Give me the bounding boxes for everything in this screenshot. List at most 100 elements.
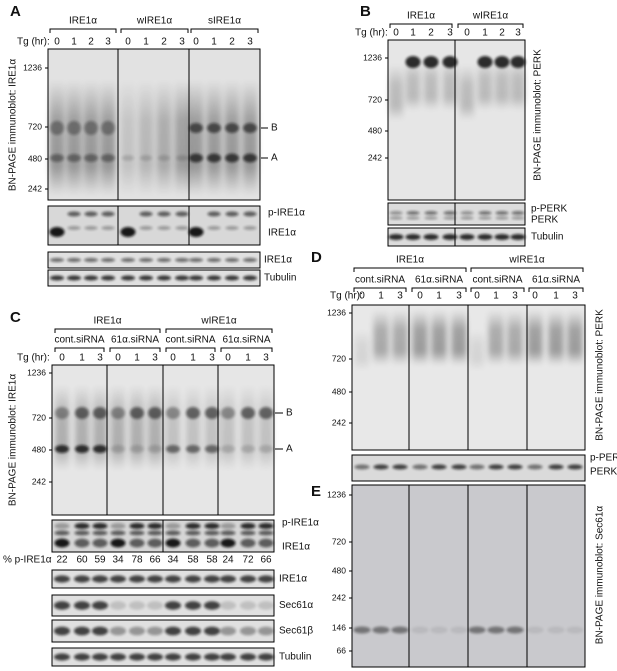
band xyxy=(50,154,64,162)
band xyxy=(92,575,108,583)
band xyxy=(74,626,90,636)
band xyxy=(188,227,204,237)
band xyxy=(84,275,98,281)
smear xyxy=(205,385,219,470)
band xyxy=(84,121,98,135)
lane-label: 3 xyxy=(572,291,578,302)
band xyxy=(165,653,181,661)
band xyxy=(431,464,447,470)
smear xyxy=(138,80,154,195)
lane-label: 0 xyxy=(225,353,231,364)
band xyxy=(110,601,126,610)
band xyxy=(392,464,408,470)
subgroup-label: 61α.siRNA xyxy=(222,335,270,346)
lane-label: 1 xyxy=(493,291,499,302)
band xyxy=(129,523,145,529)
band xyxy=(488,464,504,470)
subgroup-label: 61α.siRNA xyxy=(532,275,580,286)
smear xyxy=(188,80,204,195)
band xyxy=(451,464,467,470)
bracket xyxy=(470,267,584,272)
band xyxy=(566,626,584,634)
band xyxy=(50,121,64,135)
smear xyxy=(241,385,255,470)
bracket xyxy=(528,287,584,292)
smear xyxy=(49,80,65,195)
band xyxy=(469,464,485,470)
band xyxy=(389,211,403,215)
group-label: wIRE1α xyxy=(136,16,172,27)
band xyxy=(148,445,162,453)
marker-label: 242 xyxy=(332,592,346,602)
smear xyxy=(431,310,447,365)
band xyxy=(101,154,115,162)
band xyxy=(186,407,200,419)
band xyxy=(55,407,69,419)
band xyxy=(165,530,181,536)
blot xyxy=(351,454,586,482)
blot-label: p-PERK xyxy=(590,453,617,464)
group-label: sIRE1α xyxy=(208,16,241,27)
band xyxy=(157,275,171,281)
bracket xyxy=(165,328,273,333)
band xyxy=(225,153,239,163)
bracket xyxy=(109,347,161,352)
band xyxy=(258,523,274,529)
marker-label: 720 xyxy=(32,412,46,422)
band xyxy=(478,211,492,215)
band xyxy=(75,407,89,419)
pct-value: 34 xyxy=(167,555,179,566)
band xyxy=(240,626,256,636)
band xyxy=(240,653,256,661)
smear xyxy=(148,385,162,470)
band xyxy=(220,523,236,529)
blot-label: p-IRE1α xyxy=(282,518,319,529)
lane-label: 2 xyxy=(229,37,235,48)
band xyxy=(67,226,81,230)
band xyxy=(241,407,255,419)
band xyxy=(92,653,108,661)
lane-label: 1 xyxy=(410,28,416,39)
band xyxy=(460,216,474,220)
band xyxy=(204,575,220,583)
bracket xyxy=(49,28,117,33)
band xyxy=(372,626,390,634)
band xyxy=(139,226,153,230)
band xyxy=(204,523,220,529)
band xyxy=(140,155,152,161)
y-axis-label: BN-PAGE immunoblot: PERK xyxy=(533,49,544,181)
band xyxy=(111,407,125,419)
subgroup-label: cont.siRNA xyxy=(165,335,215,346)
band xyxy=(147,626,163,636)
band xyxy=(101,275,115,281)
lane-label: 3 xyxy=(456,291,462,302)
marker-label: 720 xyxy=(332,536,346,546)
marker-label: 480 xyxy=(28,153,42,163)
band xyxy=(207,275,221,281)
lane-label: 0 xyxy=(54,37,60,48)
band xyxy=(495,216,509,220)
band xyxy=(165,575,181,583)
smear xyxy=(511,60,525,110)
band xyxy=(84,226,98,230)
smear xyxy=(221,385,235,470)
band xyxy=(205,407,219,419)
smear xyxy=(100,80,116,195)
band xyxy=(101,121,115,135)
band xyxy=(225,258,239,262)
band xyxy=(110,626,126,636)
tg-label: Tg (hr): xyxy=(355,28,388,39)
pct-value: 34 xyxy=(112,555,124,566)
bracket xyxy=(165,347,216,352)
tg-label: Tg (hr): xyxy=(330,291,363,302)
smear xyxy=(186,385,200,470)
band xyxy=(443,216,457,220)
band xyxy=(510,234,526,240)
band xyxy=(511,211,525,215)
smear xyxy=(206,80,222,195)
band xyxy=(511,216,525,220)
band xyxy=(122,155,134,161)
band xyxy=(92,530,108,536)
panel-label: C xyxy=(10,309,21,326)
smear xyxy=(527,310,543,365)
